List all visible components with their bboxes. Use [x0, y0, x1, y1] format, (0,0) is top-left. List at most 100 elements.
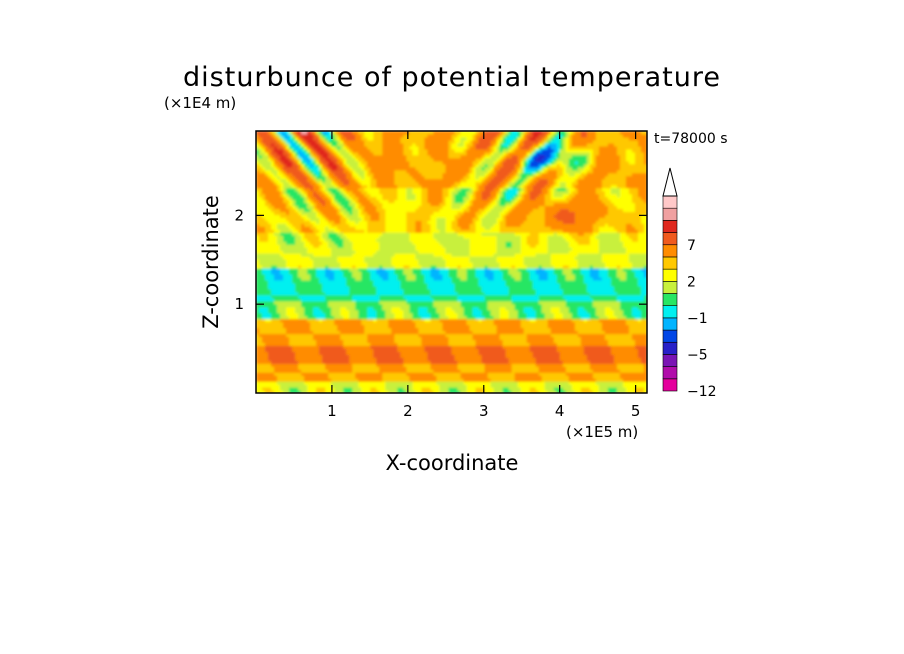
- field-cell: [568, 327, 573, 332]
- field-cell: [370, 351, 374, 355]
- field-cell: [397, 330, 401, 335]
- field-cell: [517, 309, 522, 314]
- field-cell: [415, 360, 420, 364]
- field-cell: [415, 369, 420, 373]
- field-cell: [352, 333, 356, 338]
- field-cell: [631, 330, 636, 335]
- field-cell: [436, 384, 441, 388]
- field-cell: [625, 387, 630, 391]
- field-cell: [292, 330, 296, 335]
- field-cell: [433, 336, 438, 341]
- field-cell: [382, 381, 386, 385]
- field-cell: [589, 390, 594, 393]
- field-cell: [568, 360, 573, 364]
- field-cell: [583, 375, 588, 379]
- field-cell: [313, 348, 317, 352]
- field-cell: [271, 360, 275, 364]
- field-cell: [310, 357, 314, 361]
- field-cell: [391, 303, 395, 308]
- field-cell: [517, 375, 522, 379]
- field-cell: [346, 366, 350, 370]
- field-cell: [388, 300, 392, 305]
- field-cell: [637, 372, 642, 376]
- field-cell: [370, 312, 374, 317]
- field-cell: [619, 354, 624, 358]
- field-cell: [460, 360, 465, 364]
- field-cell: [610, 324, 615, 329]
- field-cell: [475, 372, 480, 376]
- field-cell: [484, 378, 489, 382]
- field-cell: [511, 333, 516, 338]
- field-cell: [292, 390, 296, 393]
- field-cell: [517, 351, 522, 355]
- field-cell: [331, 306, 335, 311]
- field-cell: [319, 351, 323, 355]
- field-cell: [406, 303, 410, 308]
- field-cell: [382, 330, 386, 335]
- field-cell: [616, 351, 621, 355]
- field-cell: [490, 336, 495, 341]
- field-cell: [538, 390, 543, 393]
- field-cell: [631, 351, 636, 355]
- field-cell: [271, 330, 275, 335]
- field-cell: [478, 354, 483, 358]
- field-cell: [292, 345, 296, 349]
- field-cell: [424, 381, 429, 385]
- field-cell: [421, 381, 426, 385]
- field-cell: [499, 339, 504, 343]
- field-cell: [643, 357, 647, 361]
- field-cell: [472, 315, 477, 320]
- field-cell: [304, 387, 308, 391]
- field-cell: [313, 357, 317, 361]
- field-cell: [313, 321, 317, 326]
- field-cell: [598, 336, 603, 341]
- field-cell: [616, 315, 621, 320]
- field-cell: [394, 336, 398, 341]
- field-cell: [541, 348, 546, 352]
- field-cell: [292, 375, 296, 379]
- field-cell: [268, 351, 272, 355]
- field-cell: [376, 378, 380, 382]
- field-cell: [634, 333, 639, 338]
- field-cell: [574, 333, 579, 338]
- field-cell: [529, 360, 534, 364]
- field-cell: [406, 360, 410, 364]
- field-cell: [361, 384, 365, 388]
- field-cell: [559, 354, 564, 358]
- field-cell: [463, 357, 468, 361]
- field-cell: [580, 381, 585, 385]
- field-cell: [346, 360, 350, 364]
- field-cell: [634, 303, 639, 308]
- field-cell: [487, 366, 492, 370]
- field-cell: [274, 366, 278, 370]
- field-cell: [475, 363, 480, 367]
- field-cell: [361, 324, 365, 329]
- field-cell: [349, 330, 353, 335]
- field-cell: [451, 327, 456, 332]
- field-cell: [382, 372, 386, 376]
- field-cell: [289, 324, 293, 329]
- field-cell: [265, 351, 269, 355]
- field-cell: [586, 375, 591, 379]
- field-cell: [286, 384, 290, 388]
- field-cell: [529, 336, 534, 341]
- field-cell: [349, 345, 353, 349]
- field-cell: [490, 306, 495, 311]
- field-cell: [283, 327, 287, 332]
- field-cell: [598, 372, 603, 376]
- field-cell: [637, 327, 642, 332]
- field-cell: [337, 327, 341, 332]
- field-cell: [535, 366, 540, 370]
- field-cell: [340, 303, 344, 308]
- field-cell: [343, 351, 347, 355]
- field-cell: [424, 315, 429, 320]
- field-cell: [448, 312, 453, 317]
- field-cell: [541, 381, 546, 385]
- field-cell: [496, 369, 501, 373]
- field-cell: [388, 354, 392, 358]
- field-cell: [385, 390, 389, 393]
- field-cell: [430, 348, 435, 352]
- field-cell: [352, 330, 356, 335]
- field-cell: [571, 348, 576, 352]
- field-cell: [481, 351, 486, 355]
